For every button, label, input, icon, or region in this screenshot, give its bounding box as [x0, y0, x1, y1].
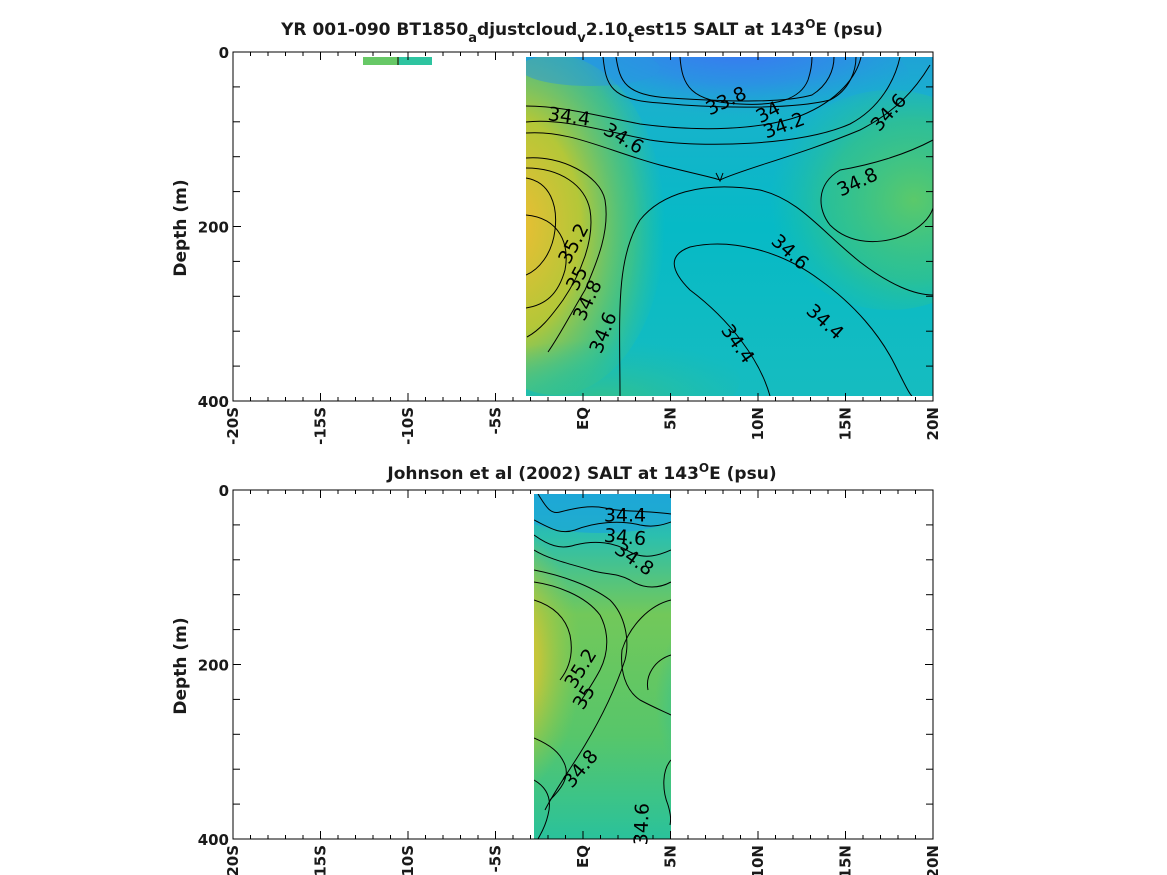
y-tick-label: 400	[198, 393, 229, 411]
x-tick-label: -5S	[487, 407, 505, 434]
panel-bottom: Johnson et al (2002) SALT at 143OE (psu)…	[171, 461, 942, 875]
salinity-field-top	[526, 57, 933, 396]
x-tick-label: 20N	[924, 407, 942, 440]
x-tick-label: -20S	[224, 407, 242, 445]
y-tick-label: 0	[219, 44, 229, 62]
x-tick-label: 5N	[662, 407, 680, 430]
x-tick-label: EQ	[574, 845, 592, 868]
x-tick-label: -15S	[312, 407, 330, 445]
x-tick-label: -5S	[487, 845, 505, 872]
x-tick-label: -10S	[399, 845, 417, 875]
ticks-top: -20S -15S -10S -5S EQ 5N 10N 15N 20N 0 200 400	[198, 44, 942, 445]
x-tick-label: -10S	[399, 407, 417, 445]
x-tick-label: -15S	[312, 845, 330, 875]
contour-label: 34.6	[630, 803, 653, 846]
x-tick-label: 5N	[662, 845, 680, 868]
panel-top: YR 001-090 BT1850adjustcloudv2.10test15 …	[171, 17, 942, 445]
contour-lines-top	[526, 57, 933, 396]
contour-label: 34.6	[603, 525, 647, 551]
x-tick-label: 10N	[749, 845, 767, 875]
y-tick-label: 0	[219, 482, 229, 500]
contour-lines-bottom	[534, 494, 671, 839]
x-tick-label: 10N	[749, 407, 767, 440]
ticks-bottom: -20S -15S -10S -5S EQ 5N 10N 15N 20N 0 200 400	[198, 482, 942, 875]
x-tick-label: 20N	[924, 845, 942, 875]
y-tick-label: 200	[198, 657, 229, 675]
surface-bar-top	[363, 57, 432, 65]
y-tick-label: 400	[198, 831, 229, 849]
x-tick-label: 15N	[837, 845, 855, 875]
title-top: YR 001-090 BT1850adjustcloudv2.10test15 …	[280, 17, 883, 46]
y-tick-label: 200	[198, 219, 229, 237]
x-tick-label: EQ	[574, 407, 592, 430]
x-tick-label: 15N	[837, 407, 855, 440]
y-axis-label-bottom: Depth (m)	[171, 617, 191, 714]
y-axis-label-top: Depth (m)	[171, 179, 191, 276]
contour-label: 34.4	[604, 505, 646, 527]
x-tick-label: -20S	[224, 845, 242, 875]
title-bottom: Johnson et al (2002) SALT at 143OE (psu)	[386, 461, 776, 484]
